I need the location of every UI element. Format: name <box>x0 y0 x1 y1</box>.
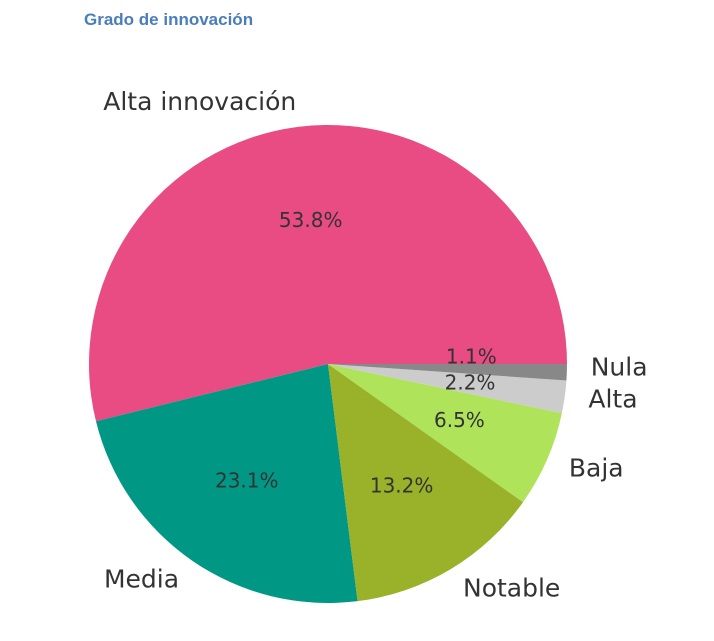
slice-percent-label: 1.1% <box>446 344 497 368</box>
pie-slice-1 <box>95 364 358 603</box>
pie-slice-2 <box>328 364 524 602</box>
pie-slice-0 <box>88 124 567 422</box>
slice-label: Alta innovación <box>103 87 296 116</box>
slice-label: Baja <box>569 453 624 482</box>
slice-percent-label: 53.8% <box>279 208 343 232</box>
slice-label: Alta <box>588 384 637 413</box>
slice-label: Nula <box>591 352 648 381</box>
chart-title: Grado de innovación <box>84 10 254 29</box>
pie-slice-3 <box>328 364 562 503</box>
slice-percent-label: 23.1% <box>215 469 279 493</box>
slice-label: Notable <box>463 574 560 603</box>
slice-percent-label: 2.2% <box>445 370 496 394</box>
pie-slice-4 <box>328 364 567 414</box>
pie-slice-5 <box>328 364 567 381</box>
slice-percent-label: 6.5% <box>434 408 485 432</box>
slice-percent-label: 13.2% <box>370 474 434 498</box>
slice-label: Media <box>104 565 179 594</box>
